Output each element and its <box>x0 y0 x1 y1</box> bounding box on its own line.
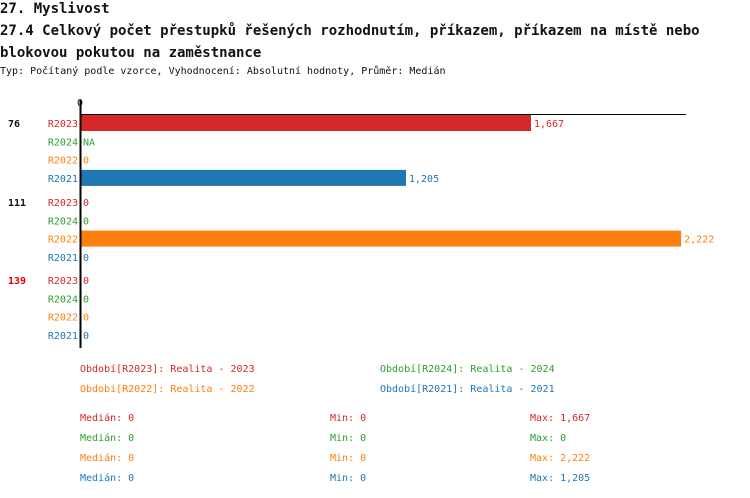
series-label: R2021 <box>48 253 78 264</box>
stat-max: Max: 1,667 <box>530 413 591 424</box>
stat-max: Max: 1,205 <box>530 473 591 484</box>
chart-info: Typ: Počítaný podle vzorce, Vyhodnocení:… <box>0 66 446 77</box>
chart-title: 27.4 Celkový počet přestupků řešených ro… <box>0 23 700 61</box>
series-label: R2023 <box>48 198 78 209</box>
series-label: R2022 <box>48 235 78 246</box>
stat-median: Medián: 0 <box>80 433 135 444</box>
data-label: 0 <box>83 198 89 209</box>
legend-item: Období[R2021]: Realita - 2021 <box>380 384 555 395</box>
stat-min: Min: 0 <box>330 413 367 424</box>
data-label: 0 <box>83 156 89 167</box>
stat-median: Medián: 0 <box>80 473 135 484</box>
series-label: R2021 <box>48 331 78 342</box>
data-label: NA <box>83 137 95 148</box>
series-label: R2023 <box>48 119 78 130</box>
bar <box>80 230 682 247</box>
stat-min: Min: 0 <box>330 473 367 484</box>
data-label: 0 <box>83 216 89 227</box>
group-label: 139 <box>8 276 26 287</box>
series-label: R2023 <box>48 276 78 287</box>
stat-median: Medián: 0 <box>80 453 135 464</box>
series-label: R2022 <box>48 313 78 324</box>
series-label: R2024 <box>48 137 78 148</box>
group-label: 76 <box>8 119 20 130</box>
data-label: 2,222 <box>684 235 714 246</box>
stat-min: Min: 0 <box>330 433 367 444</box>
data-label: 0 <box>83 331 89 342</box>
series-label: R2022 <box>48 156 78 167</box>
data-label: 0 <box>83 294 89 305</box>
bar <box>80 115 531 131</box>
legend-item: Období[R2022]: Realita - 2022 <box>80 384 255 395</box>
series-label: R2021 <box>48 174 78 185</box>
group-label: 111 <box>8 198 26 209</box>
legend-item: Období[R2023]: Realita - 2023 <box>80 364 255 375</box>
series-label: R2024 <box>48 294 78 305</box>
data-label: 0 <box>83 253 89 264</box>
stat-max: Max: 0 <box>530 433 567 444</box>
stat-min: Min: 0 <box>330 453 367 464</box>
stat-max: Max: 2,222 <box>530 453 591 464</box>
data-label: 0 <box>83 313 89 324</box>
series-label: R2024 <box>48 216 78 227</box>
data-label: 1,205 <box>409 174 439 185</box>
stat-median: Medián: 0 <box>80 413 135 424</box>
bar <box>80 169 406 186</box>
legend-item: Období[R2024]: Realita - 2024 <box>380 364 555 375</box>
page-title: 27. Myslivost <box>0 1 110 17</box>
data-label: 0 <box>83 276 89 287</box>
data-label: 1,667 <box>534 119 564 130</box>
